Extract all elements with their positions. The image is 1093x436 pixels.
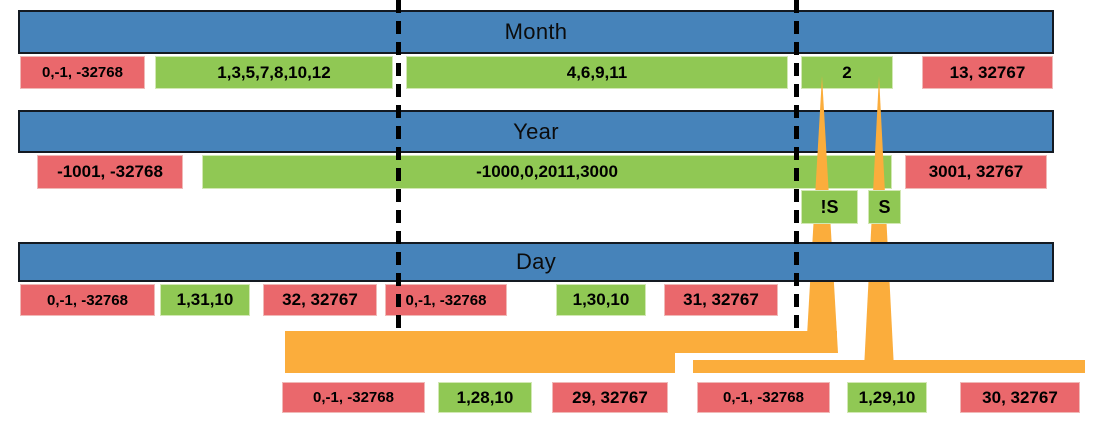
year-selector-leap: S (868, 190, 901, 224)
feb-nonleap-partition-valid: 1,28,10 (438, 382, 532, 413)
day-title: Day (515, 249, 557, 274)
month-partition-30-day-months: 4,6,9,11 (406, 56, 788, 89)
month-partition-invalid-high: 13, 32767 (922, 56, 1053, 89)
feb-nonleap-connector-top (285, 331, 837, 353)
day-bar: Day (18, 242, 1054, 282)
feb-leap-connector-bar (693, 360, 1085, 373)
month-title: Month (504, 19, 568, 44)
day-partition-invalid-low-31: 0,-1, -32768 (20, 284, 155, 316)
feb-nonleap-partition-invalid-low: 0,-1, -32768 (282, 382, 425, 413)
year-partition-invalid-high: 3001, 32767 (905, 155, 1047, 189)
year-bar: Year (18, 110, 1054, 153)
year-partition-valid: -1000,0,2011,3000 (202, 155, 892, 189)
year-selector-nonleap: !S (801, 190, 858, 224)
month-partition-invalid-low: 0,-1, -32768 (20, 56, 145, 89)
partition-divider-right (794, 0, 799, 328)
day-partition-invalid-high-30: 31, 32767 (664, 284, 778, 316)
year-partition-invalid-low: -1001, -32768 (37, 155, 183, 189)
partition-divider-left (396, 0, 401, 328)
year-title: Year (513, 118, 559, 144)
feb-leap-partition-invalid-low: 0,-1, -32768 (697, 382, 830, 413)
feb-leap-partition-valid: 1,29,10 (847, 382, 927, 413)
day-partition-valid-31: 1,31,10 (160, 284, 250, 316)
feb-leap-partition-invalid-high: 30, 32767 (960, 382, 1080, 413)
month-bar: Month (18, 10, 1054, 54)
month-partition-31-day-months: 1,3,5,7,8,10,12 (155, 56, 393, 89)
day-partition-valid-30: 1,30,10 (556, 284, 646, 316)
month-partition-february: 2 (801, 56, 893, 89)
day-partition-invalid-high-31: 32, 32767 (263, 284, 377, 316)
feb-nonleap-connector-bottom (285, 353, 675, 373)
feb-nonleap-partition-invalid-high: 29, 32767 (552, 382, 668, 413)
day-partition-invalid-low-30: 0,-1, -32768 (385, 284, 507, 316)
